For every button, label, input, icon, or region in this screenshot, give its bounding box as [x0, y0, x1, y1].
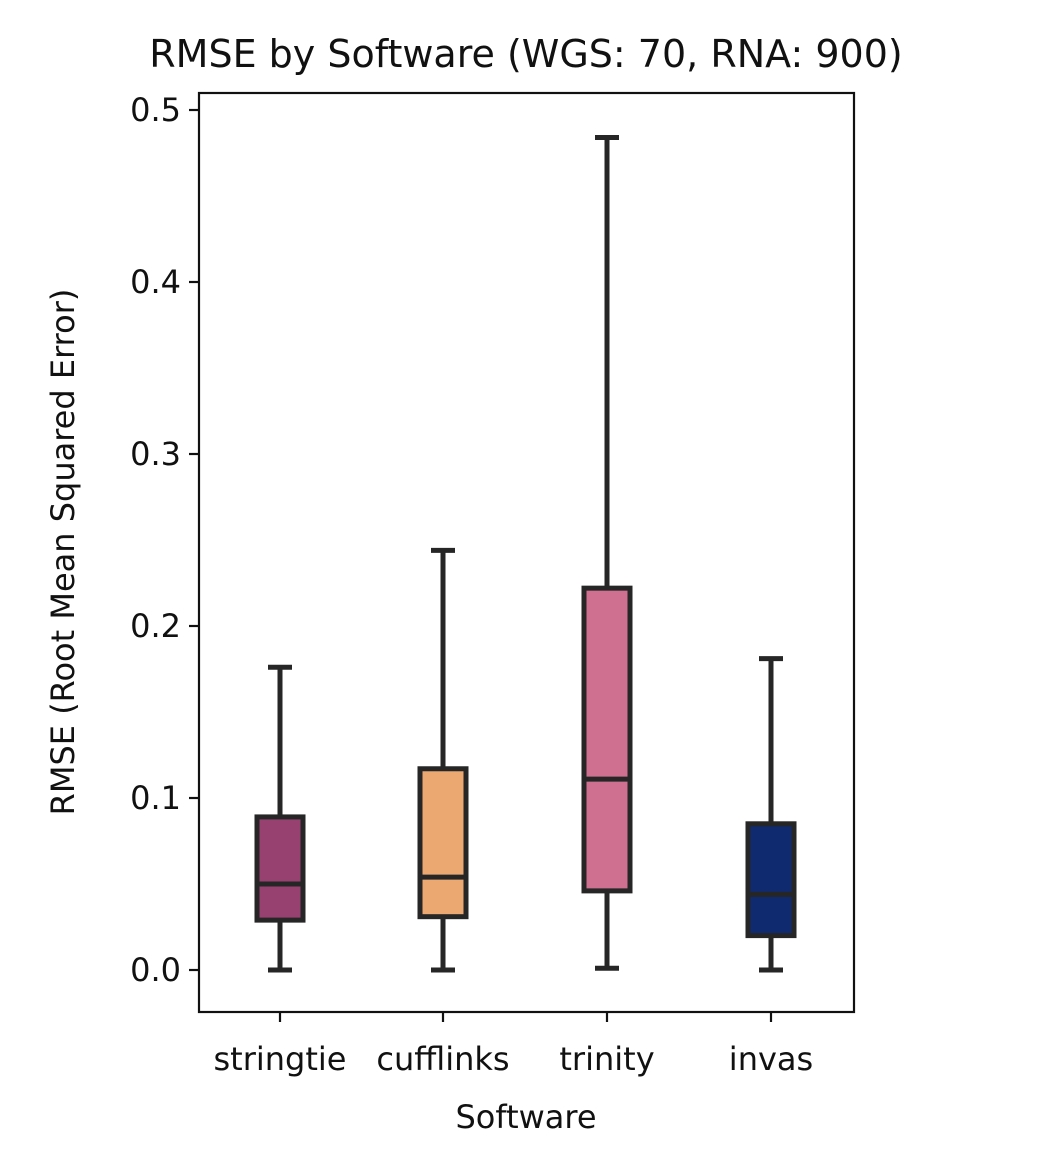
box-trinity	[581, 135, 633, 971]
y-tick-label: 0.4	[130, 263, 181, 301]
x-tick-label: invas	[729, 1040, 813, 1078]
x-axis-label: Software	[455, 1098, 596, 1136]
y-tick-label: 0.3	[130, 435, 181, 473]
x-tick-label: cufflinks	[376, 1040, 509, 1078]
y-tick-label: 0.1	[130, 779, 181, 817]
y-axis-label: RMSE (Root Mean Squared Error)	[44, 289, 82, 816]
x-axis: stringtie cufflinks trinity invas	[214, 1012, 813, 1078]
y-tick-label: 0.2	[130, 607, 181, 645]
x-tick-label: trinity	[559, 1040, 654, 1078]
chart-title: RMSE by Software (WGS: 70, RNA: 900)	[149, 32, 902, 76]
y-axis: 0.0 0.1 0.2 0.3 0.4 0.5	[130, 91, 199, 989]
iqr-box	[417, 766, 469, 920]
y-tick-label: 0.0	[130, 951, 181, 989]
box-cufflinks	[417, 547, 469, 973]
box-stringtie	[254, 664, 306, 973]
x-tick-label: stringtie	[214, 1040, 347, 1078]
plot-frame	[197, 91, 856, 1014]
iqr-box	[745, 821, 797, 939]
box-invas	[745, 656, 797, 973]
y-tick-label: 0.5	[130, 91, 181, 129]
iqr-box	[254, 814, 306, 923]
iqr-box	[581, 585, 633, 894]
boxes	[254, 135, 797, 973]
